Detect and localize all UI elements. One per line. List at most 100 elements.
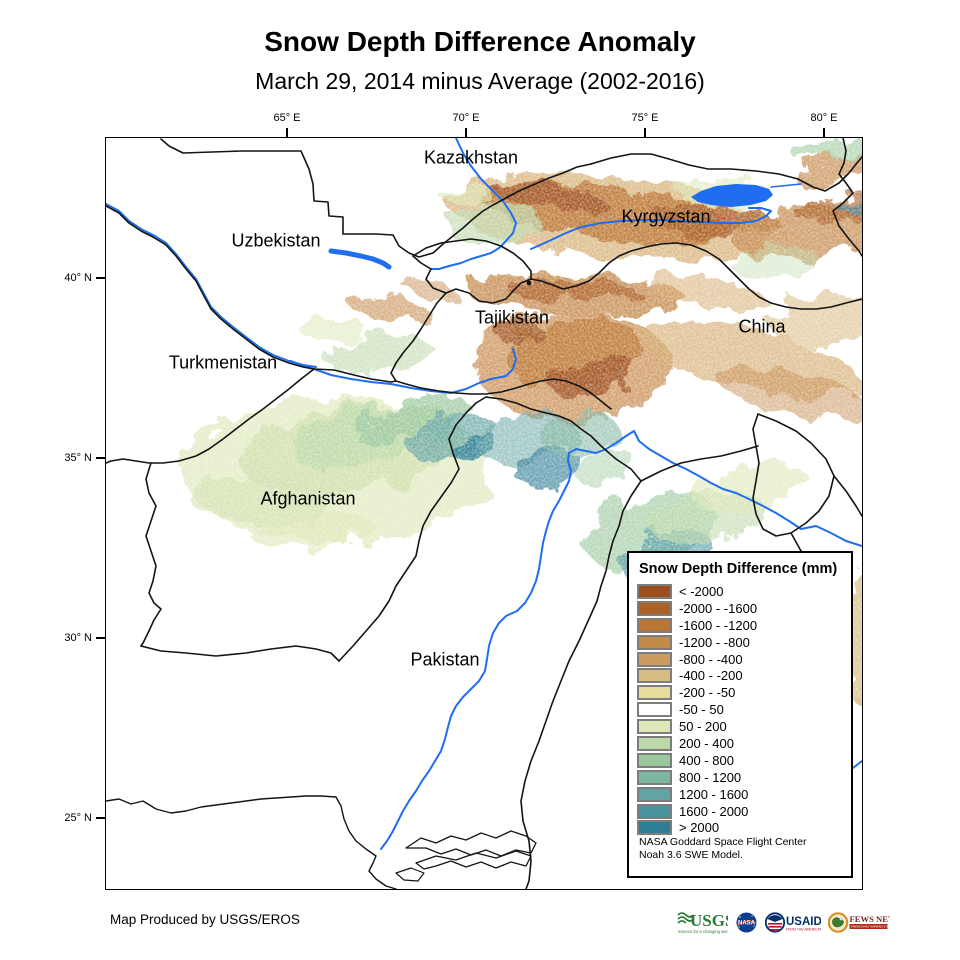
usgs-logo-tagline: science for a changing world — [678, 929, 728, 934]
legend-label: 800 - 1200 — [679, 769, 742, 785]
lon-tick-label: 80° E — [810, 112, 838, 124]
legend-row: -1600 - -1200 — [637, 617, 851, 634]
country-label-pakistan: Pakistan — [410, 649, 480, 670]
country-label-tajikistan: Tajikistan — [474, 307, 550, 328]
country-label-kyrgyzstan: Kyrgyzstan — [621, 206, 711, 227]
legend-title: Snow Depth Difference (mm) — [639, 561, 838, 577]
country-label-kazakhstan: Kazakhstan — [423, 147, 519, 168]
legend-row: 50 - 200 — [637, 718, 851, 735]
legend-row: -2000 - -1600 — [637, 600, 851, 617]
lat-tick-mark — [96, 457, 105, 459]
lon-tick-mark — [286, 128, 288, 137]
legend-label: 1600 - 2000 — [679, 803, 749, 819]
legend-row: 1200 - 1600 — [637, 786, 851, 803]
legend-swatch — [637, 820, 672, 836]
legend-swatch — [637, 803, 672, 819]
legend-swatch — [637, 685, 672, 701]
legend-label: -2000 - -1600 — [679, 600, 758, 616]
legend-source-note: NASA Goddard Space Flight Center Noah 3.… — [639, 836, 807, 862]
river-naryn — [530, 207, 772, 250]
usaid-logo-text: USAID — [786, 916, 821, 928]
legend-label: -400 - -200 — [679, 668, 743, 684]
legend-label: -800 - -400 — [679, 651, 743, 667]
legend-row: > 2000 — [637, 819, 851, 836]
lon-tick-label: 70° E — [452, 112, 480, 124]
legend-row: 400 - 800 — [637, 752, 851, 769]
usgs-logo: USGS science for a changing world — [677, 911, 728, 934]
map-svg — [106, 138, 862, 889]
legend-box: Snow Depth Difference (mm) < -2000 -2000… — [627, 551, 853, 878]
fewsnet-logo: FEWS NET FAMINE EARLY WARNING SYSTEMS NE… — [828, 911, 891, 933]
nasa-logo: NASA — [736, 912, 757, 932]
legend-label: -1600 - -1200 — [679, 617, 758, 633]
legend-swatch — [637, 719, 672, 735]
map-frame: Kazakhstan Kyrgyzstan Uzbekistan Tajikis… — [105, 137, 863, 890]
legend-row: -50 - 50 — [637, 701, 851, 718]
lat-tick-mark — [96, 637, 105, 639]
country-borders — [106, 138, 862, 889]
legend-swatch — [637, 702, 672, 718]
lat-tick-label: 25° N — [64, 812, 92, 824]
legend-row: 800 - 1200 — [637, 769, 851, 786]
lon-tick-mark — [644, 128, 646, 137]
usaid-logo-tagline: FROM THE AMERICAN PEOPLE — [786, 927, 821, 931]
river-segment — [770, 183, 802, 188]
country-label-afghanistan: Afghanistan — [260, 488, 356, 509]
usaid-logo: USAID FROM THE AMERICAN PEOPLE — [765, 911, 821, 933]
legend-swatch — [637, 617, 672, 633]
legend-swatch — [637, 583, 672, 599]
lon-tick-mark — [823, 128, 825, 137]
map-credit: Map Produced by USGS/EROS — [110, 912, 300, 927]
country-label-turkmenistan: Turkmenistan — [168, 352, 278, 373]
legend-label: 400 - 800 — [679, 752, 734, 768]
page-title: Snow Depth Difference Anomaly — [264, 26, 696, 57]
legend-row: -800 - -400 — [637, 651, 851, 668]
river-syr-darya — [430, 138, 517, 270]
legend-label: -1200 - -800 — [679, 634, 750, 650]
lon-tick-label: 65° E — [273, 112, 301, 124]
river-amu-darya — [106, 203, 317, 368]
usgs-logo-text: USGS — [690, 911, 728, 930]
legend-row: -200 - -50 — [637, 684, 851, 701]
legend-label: 50 - 200 — [679, 719, 727, 735]
river-aydar-lakes — [328, 248, 392, 270]
legend-label: -50 - 50 — [679, 702, 724, 718]
legend-row: 200 - 400 — [637, 735, 851, 752]
lake — [691, 184, 773, 207]
legend-row: -1200 - -800 — [637, 634, 851, 651]
river-indus — [380, 430, 862, 850]
legend-row: 1600 - 2000 — [637, 803, 851, 820]
lat-tick-mark — [96, 277, 105, 279]
legend-label: -200 - -50 — [679, 685, 736, 701]
country-label-uzbekistan: Uzbekistan — [231, 230, 321, 251]
river-panj — [290, 348, 517, 394]
partner-logos: USGS science for a changing world NASA U… — [676, 905, 890, 939]
legend-row: < -2000 — [637, 583, 851, 600]
legend-label: < -2000 — [679, 583, 724, 599]
nasa-logo-text: NASA — [738, 920, 756, 926]
legend-swatch — [637, 651, 672, 667]
lon-tick-mark — [465, 128, 467, 137]
lat-tick-mark — [96, 817, 105, 819]
legend-swatch — [637, 668, 672, 684]
legend-swatch — [637, 769, 672, 785]
city-dot — [526, 280, 532, 286]
legend-swatch — [637, 634, 672, 650]
lat-tick-label: 30° N — [64, 632, 92, 644]
legend-row: -400 - -200 — [637, 667, 851, 684]
lat-tick-label: 35° N — [64, 452, 92, 464]
page-subtitle: March 29, 2014 minus Average (2002-2016) — [255, 68, 705, 94]
legend-label: > 2000 — [679, 820, 720, 836]
legend-swatch — [637, 600, 672, 616]
legend-swatch — [637, 752, 672, 768]
lat-tick-label: 40° N — [64, 272, 92, 284]
country-label-china: China — [738, 316, 786, 337]
legend-swatch — [637, 735, 672, 751]
lon-tick-label: 75° E — [631, 112, 659, 124]
legend-label: 1200 - 1600 — [679, 786, 749, 802]
fewsnet-logo-text: FEWS NET — [850, 914, 891, 924]
legend-swatch — [637, 786, 672, 802]
fewsnet-logo-tagline: FAMINE EARLY WARNING SYSTEMS NETWORK — [851, 924, 890, 928]
legend-label: 200 - 400 — [679, 735, 734, 751]
